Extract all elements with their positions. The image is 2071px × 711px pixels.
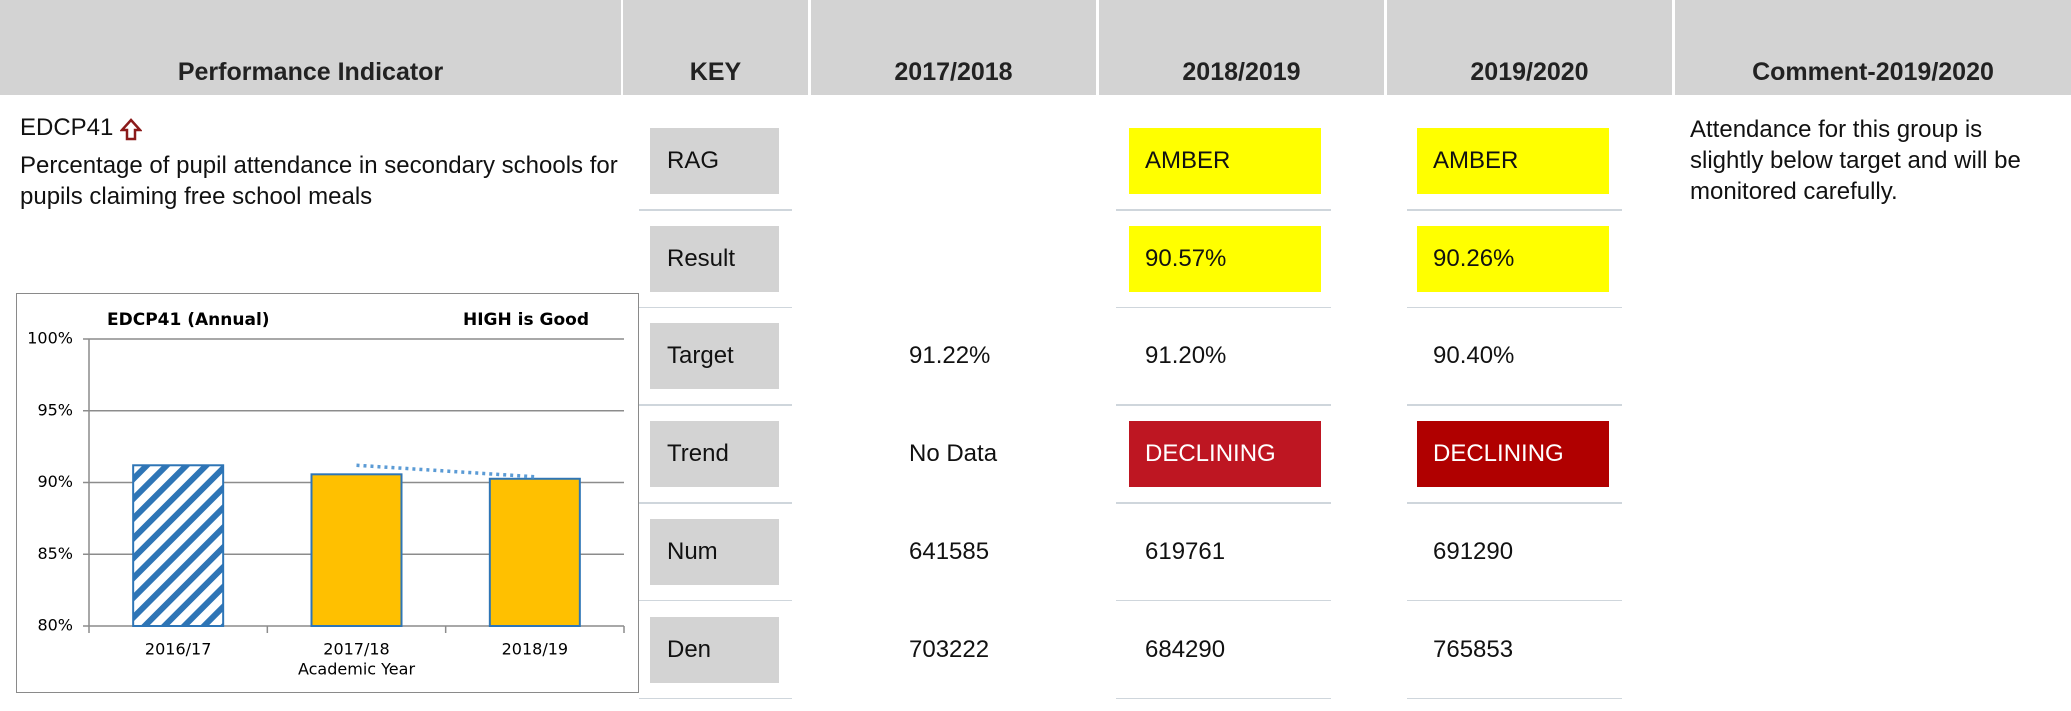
value-cell: AMBER [1417, 128, 1609, 194]
x-tick-label: 2017/18 [323, 640, 389, 659]
row-separator [1407, 502, 1622, 504]
row-separator [639, 697, 792, 699]
chart-title: EDCP41 (Annual) [107, 310, 270, 330]
key-cell: Result [650, 225, 779, 292]
row-separator [1116, 502, 1331, 504]
y-tick-label: 90% [37, 472, 73, 491]
up-arrow-icon [120, 118, 142, 141]
value-cell: DECLINING [1129, 421, 1321, 488]
header-cell: 2017/2018 [811, 0, 1096, 95]
value-cell: 691290 [1433, 537, 1514, 565]
value-cell: 91.22% [909, 342, 991, 370]
bar [310, 473, 403, 627]
row-separator [1407, 599, 1622, 602]
value-cell: 619761 [1145, 537, 1226, 565]
row-separator [1116, 697, 1331, 699]
indicator-code: EDCP41 [20, 114, 114, 141]
value-cell: 684290 [1145, 635, 1226, 663]
key-cell: Trend [650, 421, 779, 488]
y-tick-label: 85% [37, 544, 73, 563]
row-separator [639, 599, 792, 602]
bar [132, 464, 225, 627]
header-cell: KEY [623, 0, 808, 95]
y-tick-label: 100% [27, 329, 73, 348]
value-cell: 765853 [1433, 635, 1514, 663]
row-separator [1116, 306, 1331, 309]
chart: EDCP41 (Annual) HIGH is Good 80% 85% 90% 95% 1… [16, 293, 639, 693]
value-cell: 703222 [909, 635, 990, 663]
x-tick-label: 2016/17 [145, 640, 211, 659]
row-separator [639, 209, 792, 211]
row-separator [1407, 697, 1622, 699]
bar [488, 477, 581, 627]
key-cell: Den [650, 616, 779, 683]
x-axis-label: Academic Year [298, 660, 415, 679]
chart-annotation: HIGH is Good [463, 310, 589, 330]
x-tick-label: 2018/19 [502, 640, 568, 659]
row-separator [1407, 404, 1622, 406]
value-cell: 90.26% [1417, 225, 1609, 292]
value-cell: 90.57% [1129, 225, 1321, 292]
row-separator [639, 404, 792, 406]
header-cell: 2019/2020 [1387, 0, 1672, 95]
row-separator [1407, 306, 1622, 309]
key-cell: Num [650, 518, 779, 585]
value-cell: 641585 [909, 537, 990, 565]
target-line [356, 463, 535, 479]
indicator-description: Percentage of pupil attendance in second… [20, 152, 618, 210]
value-cell: AMBER [1129, 128, 1321, 194]
row-separator [639, 306, 792, 309]
row-separator [1116, 599, 1331, 602]
value-cell: DECLINING [1417, 421, 1609, 488]
header-cell: Comment-2019/2020 [1675, 0, 2071, 95]
row-separator [639, 502, 792, 504]
key-cell: Target [650, 323, 779, 390]
row-separator [1116, 209, 1331, 211]
row-separator [1116, 404, 1331, 406]
value-cell: 90.40% [1433, 342, 1515, 370]
value-cell: 91.20% [1145, 342, 1227, 370]
header-cell: 2018/2019 [1099, 0, 1384, 95]
header-cell: Performance Indicator [0, 0, 621, 95]
row-separator [1407, 209, 1622, 211]
y-tick-label: 95% [37, 400, 73, 419]
value-cell: No Data [909, 440, 998, 468]
key-cell: RAG [650, 128, 779, 194]
y-tick-label: 80% [37, 616, 73, 635]
comment: Attendance for this group is slightly be… [1690, 116, 2021, 205]
